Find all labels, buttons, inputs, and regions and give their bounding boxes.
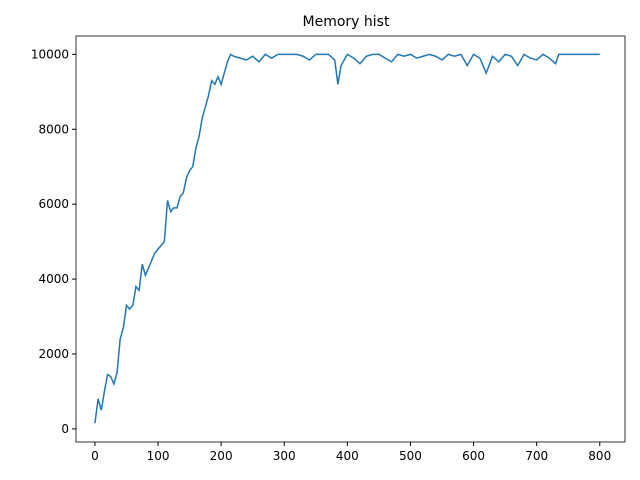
y-tick-label: 8000 [38,122,69,136]
y-tick-label: 4000 [38,272,69,286]
y-tick-label: 2000 [38,347,69,361]
y-tick-label: 10000 [31,47,69,61]
x-tick-label: 300 [273,449,296,463]
x-tick-label: 500 [399,449,422,463]
x-tick-label: 700 [525,449,548,463]
x-tick-label: 0 [91,449,99,463]
plot-frame [75,35,626,443]
x-tick-label: 100 [147,449,170,463]
y-tick-label: 6000 [38,197,69,211]
x-tick-label: 800 [588,449,611,463]
data-line [94,53,600,424]
x-tick-label: 200 [210,449,233,463]
x-tick-label: 400 [336,449,359,463]
x-tick-label: 600 [462,449,485,463]
chart-title: Memory hist [303,14,390,30]
y-tick-label: 0 [61,422,69,436]
